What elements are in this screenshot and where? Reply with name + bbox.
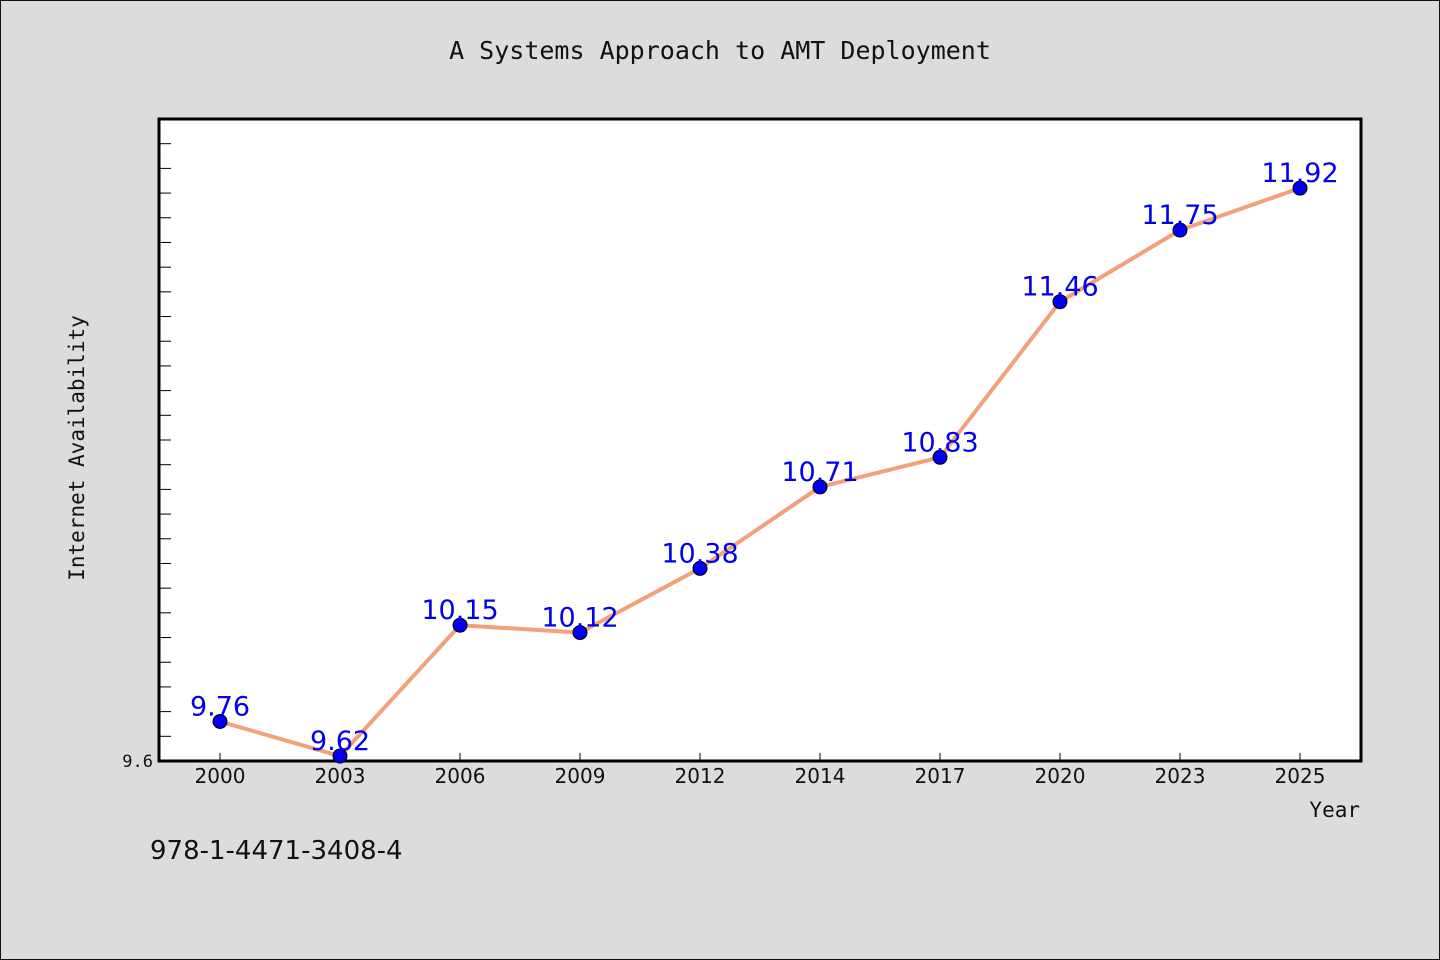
data-point: [812, 479, 828, 495]
y-axis-label: Internet Availability: [65, 315, 89, 581]
x-tick-label: 2020: [1035, 764, 1086, 788]
data-labels: 9.76 9.62 10.15 10.12 10.38 10.71 10.83 11.46 11…: [190, 158, 1339, 757]
data-label: 10.12: [541, 603, 618, 634]
data-point: [1172, 222, 1188, 238]
data-label: 9.76: [190, 691, 250, 722]
x-tick-label: 2000: [195, 764, 246, 788]
series-line: [218, 186, 1302, 759]
data-point: [1052, 294, 1068, 310]
data-point: [212, 713, 228, 729]
plot-area: [157, 117, 1363, 763]
chart-title: A Systems Approach to AMT Deployment: [449, 36, 991, 65]
x-axis-label: Year: [1309, 798, 1360, 822]
data-point: [1292, 180, 1308, 196]
data-label: 10.71: [781, 457, 858, 488]
x-tick-labels: 2000 2003 2006 2009 2012 2014 2017 2020 2023 2025: [195, 764, 1326, 788]
data-label: 9.62: [310, 726, 370, 757]
data-label: 11.75: [1141, 200, 1218, 231]
y-tick-label: 9.6: [122, 752, 153, 772]
x-tick-label: 2009: [555, 764, 606, 788]
x-tick-label: 2025: [1275, 764, 1326, 788]
data-point: [932, 449, 948, 465]
data-label: 10.38: [661, 538, 738, 569]
data-label: 11.92: [1261, 158, 1338, 189]
data-point: [332, 748, 348, 764]
data-points: [212, 180, 1308, 764]
x-tick-label: 2012: [675, 764, 726, 788]
data-label: 11.46: [1021, 272, 1098, 303]
data-point: [692, 560, 708, 576]
x-tick-label: 2017: [915, 764, 966, 788]
x-tick-label: 2023: [1155, 764, 1206, 788]
x-tick-label: 2014: [795, 764, 846, 788]
isbn-label: 978-1-4471-3408-4: [150, 836, 403, 866]
x-tick-label: 2006: [435, 764, 486, 788]
data-point: [452, 617, 468, 633]
data-label: 10.15: [421, 595, 498, 626]
data-label: 10.83: [901, 427, 978, 458]
x-tick-label: 2003: [315, 764, 366, 788]
data-point: [572, 625, 588, 641]
